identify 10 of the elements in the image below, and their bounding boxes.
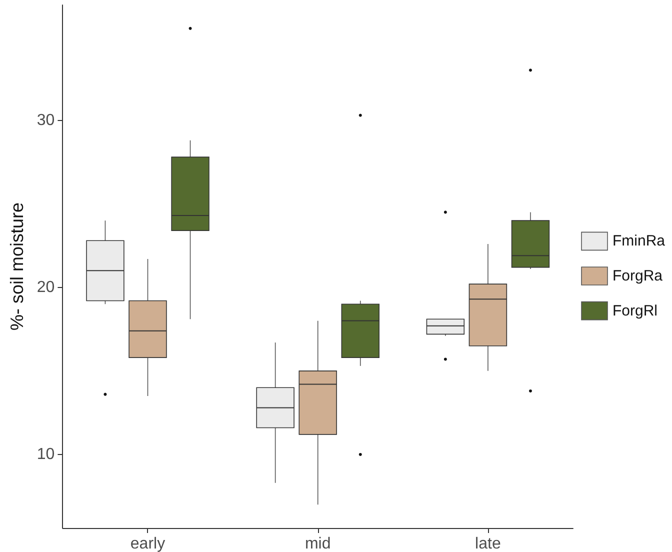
x-tick-label: early [130,536,166,552]
legend-label: FminRa [612,232,666,250]
x-tick-label: mid [304,536,331,552]
y-axis-title: %- soil moisture [7,202,27,331]
y-tick-label: 20 [36,278,55,296]
y-tick-label: 10 [36,446,55,463]
x-tick-label: late [475,536,501,552]
y-tick-label: 30 [36,112,55,129]
legend-label: ForgRa [612,268,664,284]
legend-label: ForgRl [612,302,658,320]
